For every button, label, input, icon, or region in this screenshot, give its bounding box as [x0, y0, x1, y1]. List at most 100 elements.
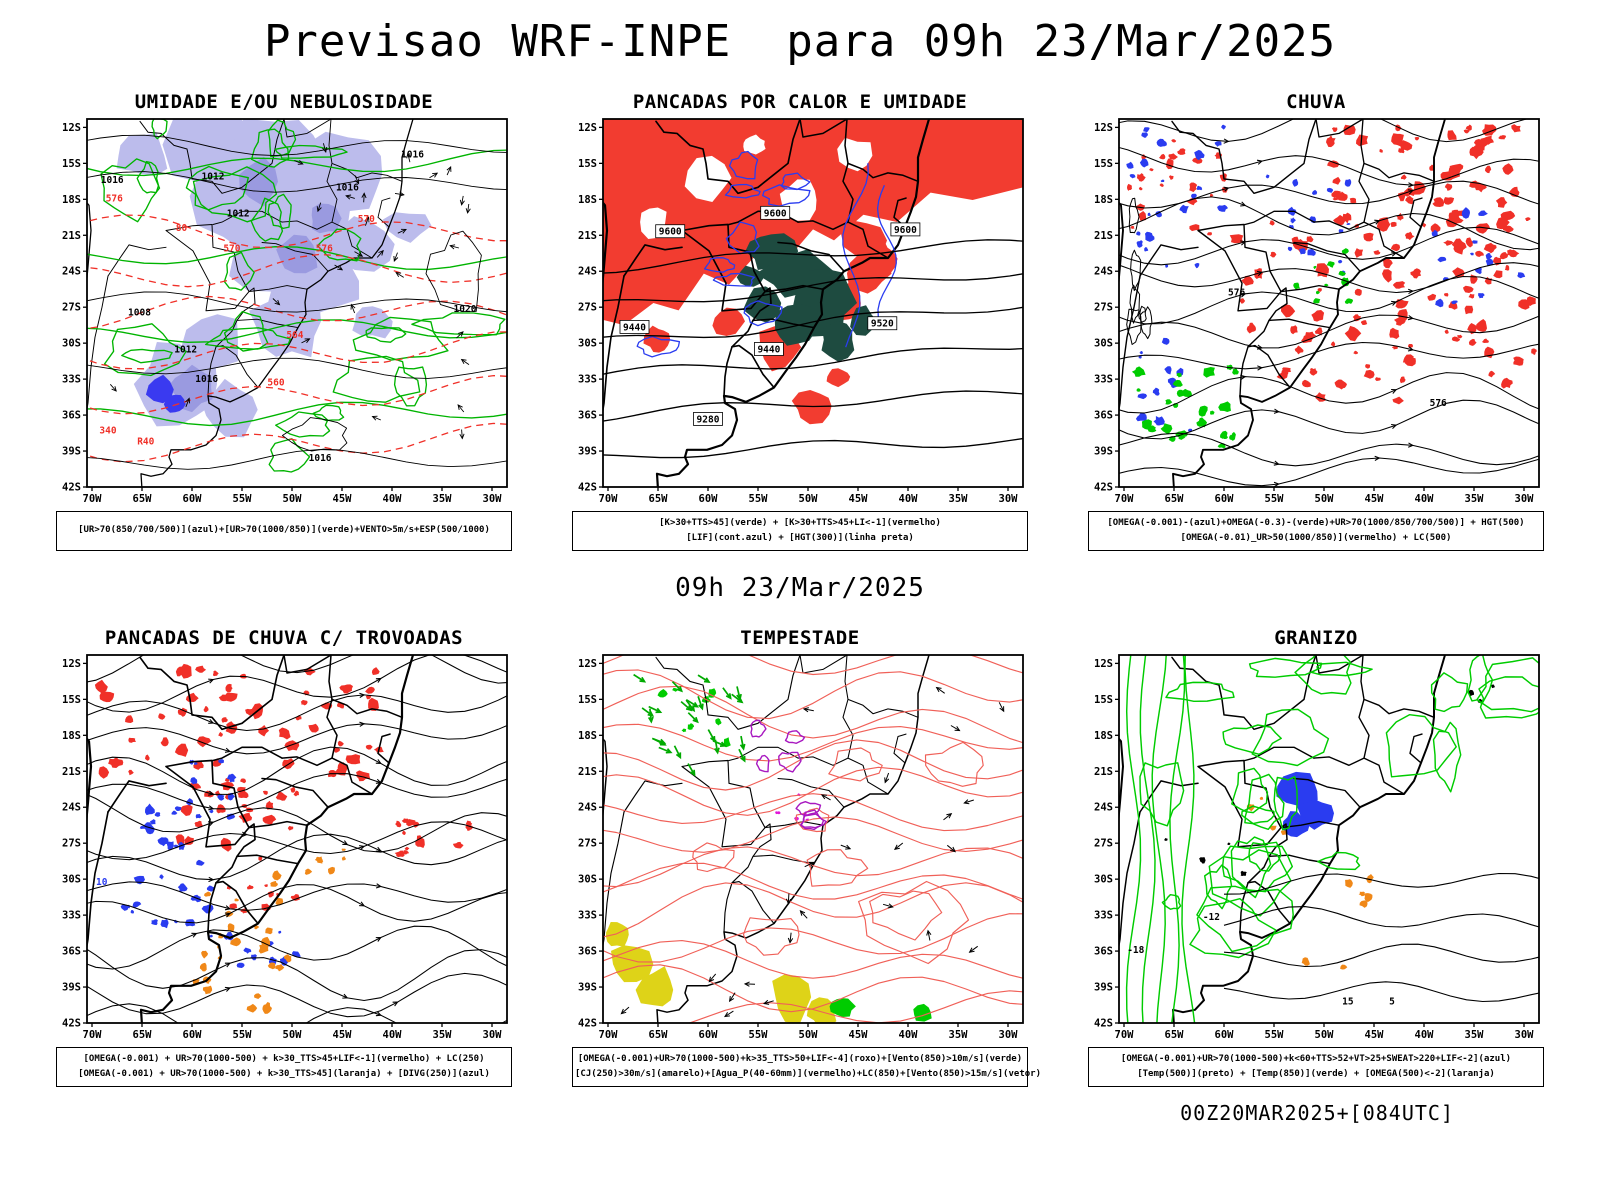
lat-tick-label: 21S	[578, 766, 597, 778]
lat-tick-label: 33S	[1094, 910, 1113, 922]
contour-label: 1012	[174, 345, 197, 356]
lon-tick-label: 70W	[599, 493, 619, 505]
contour-label: 576	[1228, 287, 1245, 298]
lat-tick-label: 18S	[1094, 730, 1113, 742]
lon-tick-label: 65W	[133, 1029, 153, 1041]
contour-label: 9440	[757, 345, 780, 356]
map-frame	[1118, 654, 1540, 1024]
contour-label: -18	[1127, 945, 1144, 956]
caption-line: [OMEGA(-0.01)_UR>50(1000/850)](vermelho)…	[1180, 533, 1452, 543]
contour-label: 1016	[309, 453, 332, 464]
contour-label: 564	[286, 330, 303, 341]
contour-layer	[87, 655, 507, 1023]
lon-tick-label: 50W	[1315, 1029, 1335, 1041]
lon-tick-label: 40W	[383, 1029, 403, 1041]
contour-label: 1008	[128, 308, 151, 319]
lat-tick-label: 30S	[1094, 874, 1113, 886]
lon-tick-label: 45W	[849, 1029, 869, 1041]
lon-tick-label: 35W	[949, 1029, 969, 1041]
lat-tick-label: 39S	[62, 982, 81, 994]
lat-tick-label: 27S	[62, 302, 81, 314]
caption-line: [OMEGA(-0.001)-(azul)+OMEGA(-0.3)-(verde…	[1107, 517, 1525, 528]
lon-tick-label: 65W	[649, 1029, 669, 1041]
lon-tick-label: 40W	[899, 493, 919, 505]
contour-label: 1016	[336, 183, 359, 194]
lon-tick-label: 40W	[899, 1029, 919, 1041]
map-frame	[602, 118, 1024, 488]
lat-tick-label: 42S	[1094, 482, 1113, 494]
geography-layer	[87, 655, 415, 1023]
panel-trovoadas: PANCADAS DE CHUVA C/ TROVOADAS 12S 15S 18S 2…	[38, 627, 530, 1087]
lat-tick-label: 33S	[62, 374, 81, 386]
lon-tick-label: 30W	[999, 1029, 1019, 1041]
lon-tick-label: 70W	[83, 1029, 103, 1041]
lat-tick-label: 15S	[62, 694, 81, 706]
lat-tick-label: 27S	[62, 838, 81, 850]
caption-line: [Temp(500)](preto) + [Temp(850)](verde) …	[1137, 1069, 1495, 1079]
caption-box: [UR>70(850/700/500)](azul)+[UR>70(1000/8…	[56, 511, 512, 551]
lat-tick-label: 33S	[578, 910, 597, 922]
lat-tick-label: 18S	[62, 730, 81, 742]
lat-tick-label: 12S	[1094, 122, 1113, 134]
lat-tick-label: 36S	[62, 946, 81, 958]
lat-tick-label: 36S	[1094, 946, 1113, 958]
lon-tick-label: 70W	[1115, 493, 1135, 505]
contour-layer	[1125, 655, 1539, 1023]
lon-tick-label: 30W	[1515, 493, 1535, 505]
lat-tick-label: 15S	[1094, 158, 1113, 170]
caption-line: [OMEGA(-0.001) + UR>70(1000-500) + k>30_…	[78, 1069, 490, 1079]
lon-tick-label: 50W	[799, 1029, 819, 1041]
geography-layer	[1119, 119, 1446, 487]
lon-tick-label: 65W	[1165, 493, 1185, 505]
fill-layer	[116, 119, 432, 438]
lon-tick-label: 70W	[83, 493, 103, 505]
contour-label: 9600	[894, 225, 917, 236]
caption-line: [OMEGA(-0.001)+UR>70(1000-500)+k<60+TTS>…	[1120, 1053, 1512, 1064]
lon-tick-label: 45W	[849, 493, 869, 505]
contour-label: 576	[316, 243, 333, 254]
panel-title: GRANIZO	[1274, 627, 1358, 649]
lon-tick-label: 60W	[1215, 493, 1235, 505]
map-frame	[86, 654, 508, 1024]
panel-title: PANCADAS POR CALOR E UMIDADE	[632, 91, 968, 113]
lat-tick-label: 15S	[1094, 694, 1113, 706]
caption-line: [K>30+TTS>45](verde) + [K>30+TTS>45+LI<-…	[659, 517, 941, 528]
lon-tick-label: 35W	[949, 493, 969, 505]
lat-tick-label: 42S	[578, 482, 597, 494]
lon-tick-label: 60W	[699, 493, 719, 505]
lat-tick-label: 15S	[62, 158, 81, 170]
lon-tick-label: 35W	[433, 493, 453, 505]
lat-tick-label: 39S	[1094, 446, 1113, 458]
lat-tick-label: 12S	[1094, 658, 1113, 670]
lat-tick-label: 33S	[1094, 374, 1113, 386]
lon-tick-label: 65W	[1165, 1029, 1185, 1041]
lon-tick-label: 55W	[233, 1029, 253, 1041]
lon-tick-label: 60W	[183, 493, 203, 505]
lat-tick-label: 18S	[578, 730, 597, 742]
fill-layer	[1164, 684, 1495, 970]
contour-label: 10	[96, 877, 108, 888]
lon-tick-label: 50W	[283, 1029, 303, 1041]
lon-tick-label: 55W	[749, 493, 769, 505]
contour-label: 1016	[195, 374, 218, 385]
contour-label: 576	[1430, 398, 1447, 409]
lat-tick-label: 30S	[1094, 338, 1113, 350]
lat-tick-label: 39S	[62, 446, 81, 458]
lon-tick-label: 55W	[233, 493, 253, 505]
lon-tick-label: 50W	[283, 493, 303, 505]
caption-line: [LIF](cont.azul) + [HGT(300)](linha pret…	[686, 533, 914, 543]
caption-line: [OMEGA(-0.001) + UR>70(1000-500) + k>30_…	[83, 1053, 485, 1064]
panel-title: CHUVA	[1286, 91, 1346, 113]
lon-tick-label: 70W	[1115, 1029, 1135, 1041]
contour-label: R40	[137, 437, 154, 448]
lat-tick-label: 21S	[1094, 766, 1113, 778]
geography-layer	[87, 119, 414, 487]
map-frame	[602, 654, 1024, 1024]
panel-title: UMIDADE E/OU NEBULOSIDADE	[134, 91, 434, 113]
lat-tick-label: 12S	[62, 122, 81, 134]
lon-tick-label: 60W	[183, 1029, 203, 1041]
lon-tick-label: 55W	[1265, 493, 1285, 505]
lon-tick-label: 45W	[333, 1029, 353, 1041]
